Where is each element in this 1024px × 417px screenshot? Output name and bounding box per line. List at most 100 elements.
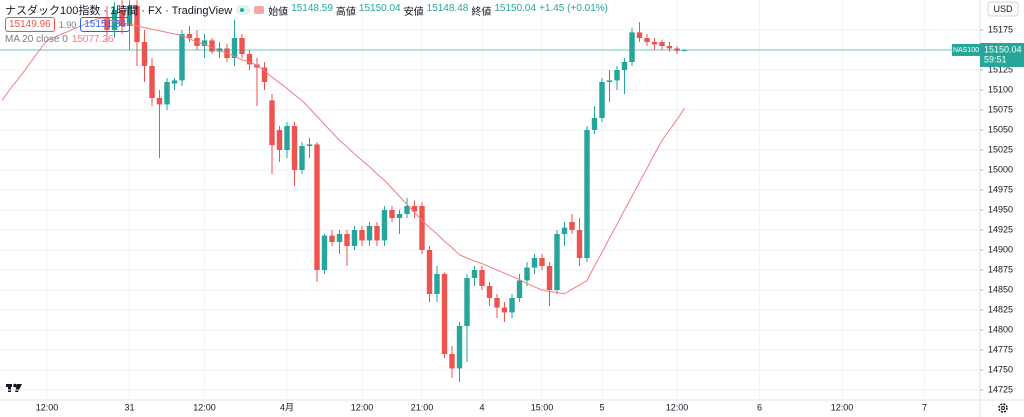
candle-body xyxy=(231,38,238,58)
x-tick-label: 6 xyxy=(757,402,762,412)
candle-body xyxy=(186,34,193,38)
countdown-label: 59:51 xyxy=(984,54,1007,64)
candle-body xyxy=(149,66,155,98)
candle-body xyxy=(396,214,403,218)
y-tick-label: 15000 xyxy=(988,164,1013,174)
symbol-tag xyxy=(952,43,980,56)
candle-body xyxy=(299,146,305,170)
candle-body xyxy=(359,230,365,241)
y-tick-label: 15025 xyxy=(988,144,1013,154)
candle-body xyxy=(486,286,493,298)
candle-body xyxy=(104,18,110,30)
x-tick-label: 12:00 xyxy=(666,402,689,412)
candle-body xyxy=(404,206,410,214)
indicator-label: MA 20 close 0 xyxy=(5,34,68,45)
spread: 1.90 xyxy=(58,19,77,30)
indicator-value: 15077.26 xyxy=(71,34,114,45)
candle-body xyxy=(501,307,508,313)
x-tick-label: 12:00 xyxy=(193,402,216,412)
candle-body xyxy=(209,40,215,52)
y-tick-label: 14850 xyxy=(988,284,1013,294)
candle-body xyxy=(546,266,553,290)
candle-body xyxy=(471,270,478,278)
x-tick-label: 31 xyxy=(124,402,134,412)
y-tick-label: 15100 xyxy=(988,84,1013,94)
candle-body xyxy=(201,40,208,46)
symbol-title: ナスダック100指数 · 1時間 · FX · TradingView xyxy=(5,5,233,17)
ma-line xyxy=(1,17,685,295)
settings-gear[interactable] xyxy=(998,403,1008,413)
candle-body xyxy=(569,222,575,230)
ask-button[interactable]: 15151.86 xyxy=(80,17,130,32)
y-tick-label: 14900 xyxy=(988,244,1013,254)
candle-body xyxy=(464,278,470,326)
candle-body xyxy=(276,130,283,150)
candle-body xyxy=(239,38,245,54)
y-tick-label: 15075 xyxy=(988,104,1013,114)
candle-body xyxy=(111,10,118,30)
candle-body xyxy=(539,258,545,266)
candle-body xyxy=(164,82,170,105)
y-tick-label: 15050 xyxy=(988,124,1013,134)
x-tick-label: 12:00 xyxy=(351,402,374,412)
candle-body xyxy=(134,6,140,42)
candle-body xyxy=(606,80,613,82)
candle-body xyxy=(636,32,643,38)
x-tick-label: 5 xyxy=(599,402,604,412)
candle-body xyxy=(621,62,628,70)
y-tick-label: 15125 xyxy=(988,64,1013,74)
tradingview-logo xyxy=(6,383,22,392)
ohlc-value: 15148.48 xyxy=(426,2,469,14)
ohlc-label: 始値 xyxy=(268,6,289,18)
candle-body xyxy=(411,206,418,212)
y-tick-label: 14975 xyxy=(988,184,1013,194)
bid-ask-row: 15149.96 1.90 15151.86 xyxy=(5,17,130,32)
candle-body xyxy=(156,98,163,105)
candle-body xyxy=(479,270,485,286)
currency-button[interactable] xyxy=(987,1,1019,17)
candle-body xyxy=(389,210,395,218)
candle-body xyxy=(179,34,185,81)
candle-body xyxy=(524,267,530,281)
candle-body xyxy=(644,38,650,42)
x-tick-label: 4月 xyxy=(280,402,294,412)
candle-body xyxy=(441,274,448,354)
candle-body xyxy=(126,6,133,26)
candle-body xyxy=(269,100,275,146)
candle-body xyxy=(306,144,313,146)
candle-body xyxy=(314,144,320,270)
candle-body xyxy=(254,64,260,68)
candle-body xyxy=(449,354,455,369)
y-tick-label: 14775 xyxy=(988,344,1013,354)
candle-body xyxy=(419,206,425,250)
ohlc-label: 終値 xyxy=(471,6,492,18)
market-flag xyxy=(254,6,265,14)
last-price-label: 15150.04 xyxy=(984,44,1022,54)
ohlc-label: 高値 xyxy=(335,6,356,18)
ohlc-label: 安値 xyxy=(403,6,424,18)
marks xyxy=(1,0,688,382)
bid-button[interactable]: 15149.96 xyxy=(5,17,55,32)
candle-body xyxy=(509,298,515,313)
candle-body xyxy=(681,49,688,52)
ohlc-values: 始値 15148.59 高値 15150.04 安値 15148.48 終値 15150… xyxy=(268,3,608,18)
candle-body xyxy=(659,42,665,46)
candle-body xyxy=(584,130,590,258)
candle-body xyxy=(141,42,148,66)
candle-body xyxy=(561,227,568,234)
candle-body xyxy=(246,54,253,65)
ohlc-change: +1.45 (+0.01%) xyxy=(539,2,608,14)
candle-body xyxy=(119,10,125,26)
candle-body xyxy=(629,32,635,62)
candle-body xyxy=(344,234,350,246)
candle-body xyxy=(516,280,523,298)
ohlc-value: 15150.04 xyxy=(358,2,401,14)
candle-body xyxy=(171,80,178,84)
candle-body xyxy=(426,250,433,294)
y-tick-label: 14750 xyxy=(988,364,1013,374)
candle-body xyxy=(351,230,358,246)
candle-body xyxy=(329,235,335,242)
y-tick-label: 14725 xyxy=(988,384,1013,394)
